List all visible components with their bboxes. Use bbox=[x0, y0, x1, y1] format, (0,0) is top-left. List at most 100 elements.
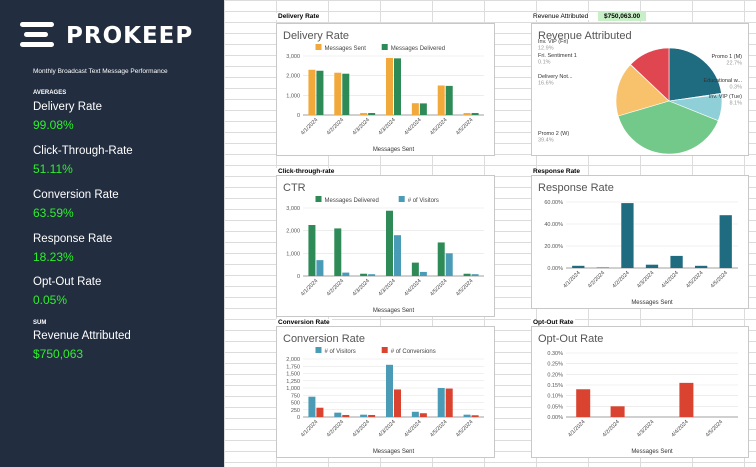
bar bbox=[446, 86, 453, 115]
bar bbox=[308, 70, 315, 115]
sidebar: PROKEEP Monthly Broadcast Text Message P… bbox=[0, 0, 224, 467]
x-tick-label: 4/2/2024 bbox=[326, 278, 345, 297]
response-rate-chart[interactable]: Response Rate 0.00% 20.00% 40.00% 60.00% 4/1… bbox=[531, 175, 749, 309]
bar bbox=[342, 273, 349, 276]
x-tick-label: 4/4/2024 bbox=[403, 117, 422, 136]
cell-revenue-value[interactable]: $750,063.00 bbox=[598, 12, 646, 21]
y-tick-label: 2,000 bbox=[286, 229, 300, 235]
x-tick-label: 4/3/2024 bbox=[352, 419, 371, 438]
chart-title: Response Rate bbox=[538, 182, 614, 194]
conversion-rate-chart[interactable]: Conversion Rate # of Visitors # of Conver… bbox=[276, 326, 495, 458]
bar bbox=[597, 267, 609, 268]
bar bbox=[368, 274, 375, 276]
bar bbox=[472, 274, 479, 276]
cell-label-conversion-rate[interactable]: Conversion Rate bbox=[276, 319, 332, 326]
cell-label-opt-out-rate[interactable]: Opt-Out Rate bbox=[531, 319, 575, 326]
revenue-attributed-chart[interactable]: Revenue Attributed Promo 1 (M) 22.7% Educa… bbox=[531, 23, 749, 156]
legend-label: Messages Sent bbox=[325, 46, 367, 52]
bar bbox=[446, 253, 453, 276]
legend-swatch bbox=[382, 44, 388, 50]
y-tick-label: 1,250 bbox=[286, 379, 300, 385]
metric-label-revenue: Revenue Attributed bbox=[33, 330, 131, 342]
y-tick-label: 0 bbox=[297, 113, 300, 119]
x-tick-label: 4/2/2024 bbox=[602, 419, 621, 438]
x-tick-label: 4/5/2024 bbox=[455, 419, 474, 438]
x-tick-label: 4/3/2024 bbox=[636, 419, 655, 438]
bar bbox=[472, 415, 479, 417]
bar bbox=[412, 412, 419, 417]
x-tick-label: 4/4/2024 bbox=[403, 419, 422, 438]
x-tick-label: 4/4/2024 bbox=[661, 270, 680, 289]
cell-label-revenue[interactable]: Revenue Attributed bbox=[531, 13, 590, 20]
pie-label: Promo 2 (W) bbox=[538, 131, 569, 137]
y-tick-label: 250 bbox=[291, 408, 300, 414]
bar bbox=[412, 103, 419, 115]
legend-swatch bbox=[316, 196, 322, 202]
x-axis-title: Messages Sent bbox=[631, 300, 673, 306]
bar bbox=[386, 365, 393, 417]
cell-label-delivery-rate[interactable]: Delivery Rate bbox=[276, 13, 321, 20]
cell-label-ctr[interactable]: Click-through-rate bbox=[276, 168, 336, 175]
legend-swatch bbox=[316, 347, 322, 353]
x-tick-label: 4/1/2024 bbox=[300, 117, 319, 136]
logo-lines-icon bbox=[20, 22, 58, 50]
y-tick-label: 1,750 bbox=[286, 364, 300, 370]
delivery-rate-chart[interactable]: Delivery Rate Messages Sent Messages Deli… bbox=[276, 23, 495, 156]
x-axis-title: Messages Sent bbox=[373, 308, 415, 314]
x-tick-label: 4/3/2024 bbox=[352, 278, 371, 297]
bar bbox=[720, 215, 732, 268]
bar bbox=[438, 388, 445, 417]
y-tick-label: 60.00% bbox=[544, 200, 563, 206]
x-tick-label: 4/1/2024 bbox=[300, 278, 319, 297]
bar bbox=[420, 413, 427, 417]
pie-percent: 0.1% bbox=[538, 60, 551, 66]
bar bbox=[420, 103, 427, 115]
revenue-pie-svg: Promo 1 (M)22.7% Educational w...0.3% Inv.… bbox=[532, 24, 748, 155]
x-tick-label: 4/5/2024 bbox=[705, 419, 724, 438]
bar bbox=[394, 235, 401, 276]
metric-value-ctr: 51.11% bbox=[33, 162, 73, 176]
x-tick-label: 4/2/2024 bbox=[611, 270, 630, 289]
bar bbox=[438, 86, 445, 116]
bar bbox=[572, 266, 584, 268]
x-tick-label: 4/2/2024 bbox=[326, 117, 345, 136]
x-axis-title: Messages Sent bbox=[373, 147, 415, 153]
opt-out-rate-chart[interactable]: Opt-Out Rate 0.00% 0.05% 0.10% 0.15% 0.20% 0.… bbox=[531, 326, 749, 458]
chart-title: CTR bbox=[283, 182, 306, 194]
bar bbox=[334, 413, 341, 417]
ctr-chart[interactable]: CTR Messages Delivered # of Visitors 0 1,00… bbox=[276, 175, 495, 317]
legend-swatch bbox=[399, 196, 405, 202]
y-tick-label: 0 bbox=[297, 415, 300, 421]
x-tick-label: 4/5/2024 bbox=[455, 278, 474, 297]
bar bbox=[368, 113, 375, 115]
chart-title: Opt-Out Rate bbox=[538, 333, 603, 345]
cell-label-response-rate[interactable]: Response Rate bbox=[531, 168, 582, 175]
x-tick-label: 4/5/2024 bbox=[429, 419, 448, 438]
bar bbox=[334, 228, 341, 276]
bar bbox=[394, 58, 401, 115]
x-tick-label: 4/5/2024 bbox=[455, 117, 474, 136]
pie-label: Promo 1 (M) bbox=[711, 54, 742, 60]
y-tick-label: 40.00% bbox=[544, 222, 563, 228]
legend-label: Messages Delivered bbox=[325, 198, 379, 204]
sum-label: SUM bbox=[33, 320, 46, 326]
y-tick-label: 0.15% bbox=[547, 383, 563, 389]
metric-label-response-rate: Response Rate bbox=[33, 233, 112, 245]
bar bbox=[679, 383, 693, 417]
y-tick-label: 2,000 bbox=[286, 357, 300, 363]
metric-label-conversion-rate: Conversion Rate bbox=[33, 189, 119, 201]
y-tick-label: 20.00% bbox=[544, 244, 563, 250]
pie-label: Educational w... bbox=[703, 78, 742, 84]
bar bbox=[621, 203, 633, 268]
legend-label: # of Visitors bbox=[408, 198, 439, 204]
y-tick-label: 0.00% bbox=[547, 415, 563, 421]
bar bbox=[316, 71, 323, 115]
bar bbox=[342, 415, 349, 417]
bar bbox=[334, 73, 341, 115]
y-tick-label: 1,000 bbox=[286, 386, 300, 392]
chart-title: Revenue Attributed bbox=[538, 30, 632, 42]
pie-percent: 0.3% bbox=[729, 85, 742, 91]
x-tick-label: 4/1/2024 bbox=[562, 270, 581, 289]
bar bbox=[360, 415, 367, 417]
y-tick-label: 500 bbox=[291, 401, 300, 407]
